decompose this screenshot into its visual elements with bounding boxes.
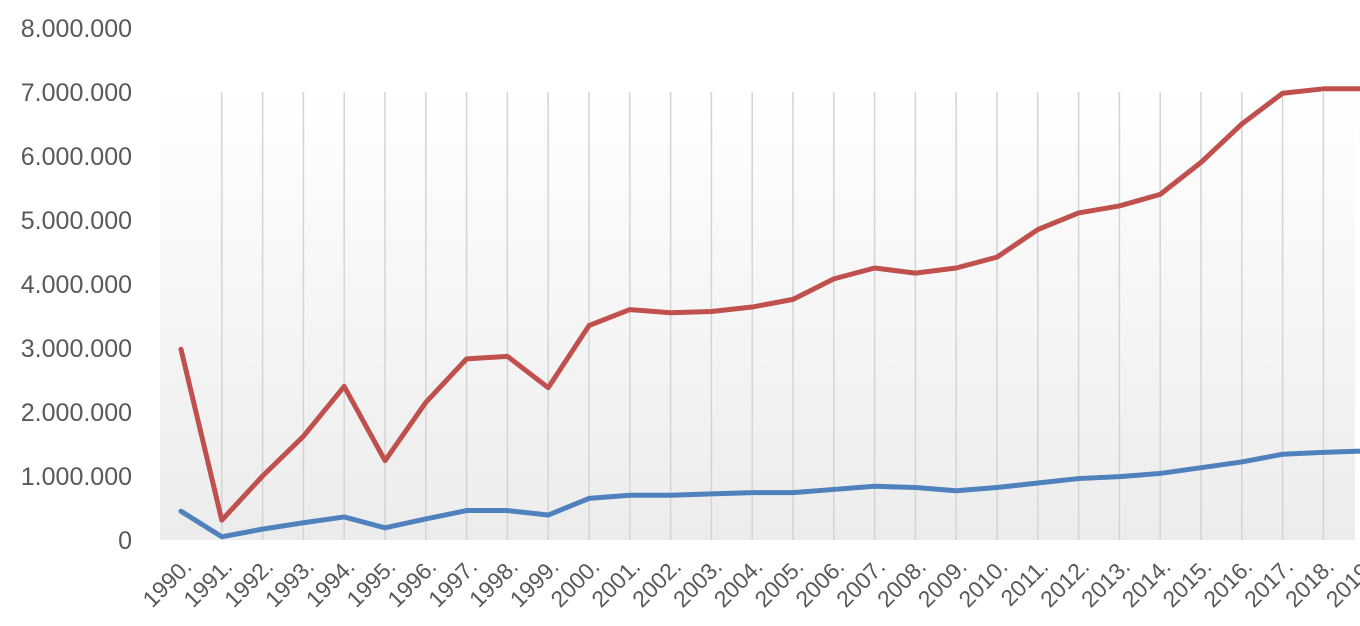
series-line-2 — [178, 448, 1360, 540]
y-axis: 0 1.000.000 2.000.000 3.000.000 4.000.000 5.0… — [21, 15, 132, 555]
series-line-1 — [178, 86, 1360, 523]
x-tick-label: 2010. — [953, 553, 1012, 612]
y-tick-label: 2.000.000 — [21, 399, 132, 427]
x-axis: 1990.1991.1992.1993.1994.1995.1996.1997.… — [137, 553, 1360, 612]
gridlines — [221, 92, 1325, 540]
y-tick-label: 8.000.000 — [21, 15, 132, 43]
y-tick-label: 0 — [118, 527, 132, 555]
y-tick-label: 1.000.000 — [21, 463, 132, 491]
y-tick-label: 3.000.000 — [21, 335, 132, 363]
y-tick-label: 4.000.000 — [21, 271, 132, 299]
y-tick-label: 5.000.000 — [21, 207, 132, 235]
y-tick-label: 7.000.000 — [21, 79, 132, 107]
plot-area — [160, 88, 1355, 540]
y-tick-label: 6.000.000 — [21, 143, 132, 171]
series-lines — [178, 86, 1360, 540]
